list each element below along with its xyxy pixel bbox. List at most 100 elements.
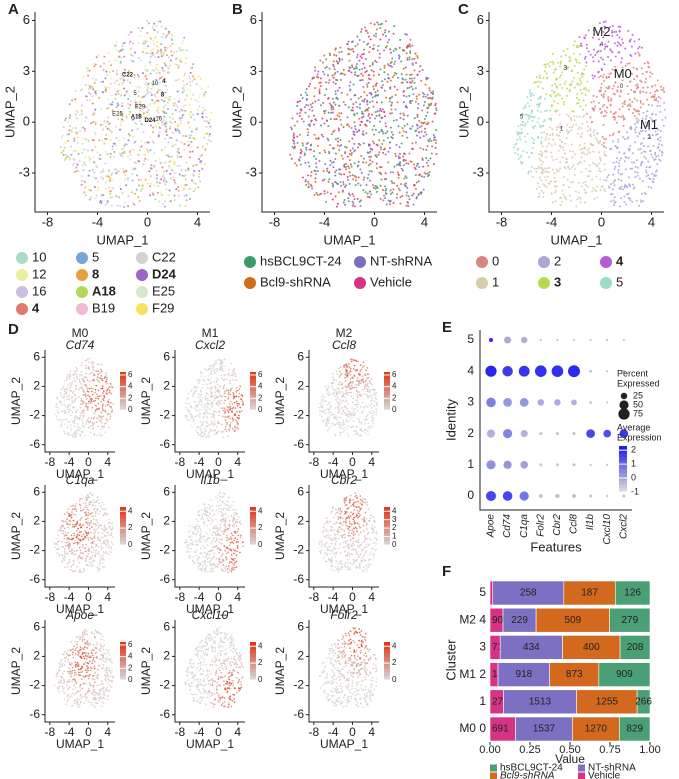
cluster-annotation: E25 bbox=[112, 111, 123, 117]
cell bbox=[636, 166, 639, 169]
cell bbox=[356, 35, 359, 38]
cell bbox=[328, 408, 331, 410]
cell bbox=[79, 406, 82, 409]
cell bbox=[211, 416, 213, 419]
cell bbox=[75, 384, 77, 387]
cell bbox=[350, 165, 353, 168]
cell bbox=[338, 398, 341, 401]
cell bbox=[660, 88, 663, 91]
cell bbox=[625, 186, 628, 189]
cell bbox=[336, 387, 339, 390]
cell bbox=[369, 412, 372, 415]
cell bbox=[348, 391, 350, 394]
cell bbox=[177, 194, 180, 197]
cell bbox=[63, 379, 66, 382]
cell bbox=[94, 388, 97, 391]
cell bbox=[536, 121, 539, 124]
cell bbox=[581, 132, 584, 135]
cell bbox=[61, 136, 64, 139]
cell bbox=[336, 400, 338, 403]
cell bbox=[214, 385, 216, 388]
cell bbox=[591, 178, 594, 181]
cell bbox=[125, 92, 128, 95]
cell bbox=[309, 103, 312, 106]
cell bbox=[420, 121, 423, 124]
colorbar-step bbox=[250, 402, 256, 407]
cell bbox=[335, 205, 338, 208]
cell bbox=[597, 70, 600, 73]
cell bbox=[400, 60, 403, 63]
cell bbox=[313, 193, 316, 196]
cell bbox=[367, 382, 369, 385]
cell bbox=[92, 424, 94, 427]
cell bbox=[336, 140, 339, 143]
cell bbox=[557, 61, 560, 64]
cell bbox=[600, 94, 603, 97]
cell bbox=[114, 93, 117, 96]
cell bbox=[393, 60, 396, 63]
legend-swatch bbox=[244, 256, 256, 268]
cell bbox=[363, 393, 365, 395]
cell bbox=[639, 79, 642, 82]
cell bbox=[219, 369, 221, 371]
cell bbox=[191, 150, 194, 153]
cell bbox=[331, 74, 334, 77]
cell bbox=[422, 95, 425, 98]
cell bbox=[333, 73, 336, 76]
cell bbox=[389, 189, 392, 192]
cell bbox=[110, 131, 113, 134]
cell bbox=[123, 152, 126, 155]
cell bbox=[633, 114, 636, 117]
cell bbox=[320, 104, 323, 107]
cell bbox=[202, 406, 205, 409]
cell bbox=[327, 384, 329, 387]
cell bbox=[206, 422, 209, 424]
cell bbox=[366, 384, 369, 387]
cell bbox=[606, 45, 609, 48]
cell bbox=[178, 117, 181, 120]
cell bbox=[75, 388, 77, 391]
cell bbox=[327, 388, 329, 390]
cell bbox=[210, 391, 213, 394]
cell bbox=[232, 391, 235, 394]
cell bbox=[550, 155, 553, 158]
cell bbox=[223, 358, 226, 360]
cell bbox=[126, 156, 129, 159]
cell bbox=[415, 196, 418, 199]
cell bbox=[595, 175, 598, 178]
cell bbox=[631, 183, 634, 186]
cell bbox=[88, 189, 91, 192]
cell bbox=[343, 198, 346, 201]
cell bbox=[334, 82, 337, 85]
cell bbox=[557, 149, 560, 152]
cell bbox=[175, 57, 178, 60]
cell bbox=[332, 97, 335, 100]
cell bbox=[139, 86, 142, 89]
cell bbox=[163, 46, 166, 49]
cell bbox=[88, 395, 91, 398]
cell bbox=[87, 365, 90, 368]
cell bbox=[188, 126, 191, 129]
cell bbox=[565, 198, 568, 201]
cell bbox=[537, 195, 540, 198]
cell bbox=[548, 134, 551, 137]
cell bbox=[547, 62, 550, 65]
cell bbox=[109, 196, 112, 199]
cell bbox=[213, 368, 216, 371]
cell bbox=[368, 427, 371, 429]
cell bbox=[366, 373, 369, 376]
cell bbox=[592, 187, 595, 190]
cell bbox=[155, 63, 158, 66]
cell bbox=[176, 123, 179, 126]
cell bbox=[533, 167, 536, 170]
cell bbox=[233, 396, 236, 399]
cell bbox=[122, 155, 125, 158]
cell bbox=[405, 106, 408, 109]
cell bbox=[314, 180, 317, 183]
cell bbox=[349, 381, 352, 383]
cell bbox=[644, 121, 647, 124]
cell bbox=[103, 390, 105, 392]
cell bbox=[309, 148, 312, 151]
cell bbox=[319, 85, 322, 88]
cell bbox=[163, 170, 166, 173]
